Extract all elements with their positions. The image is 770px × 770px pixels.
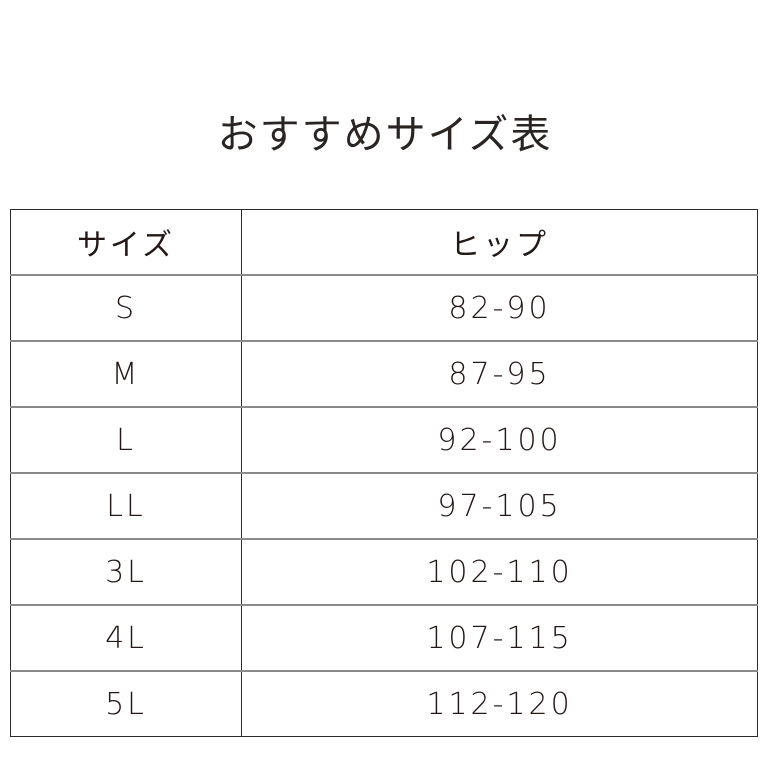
hip-cell: 92-100 [241,406,758,473]
hip-cell: 87-95 [241,340,758,407]
size-cell: M [10,340,242,407]
table-row: LL 97-105 [10,472,758,539]
size-table: サイズ ヒップ S 82-90 M 87-95 L 92-100 LL 97-105 3L 102… [10,209,758,737]
table-row: S 82-90 [10,274,758,341]
header-size: サイズ [10,209,242,275]
hip-cell: 97-105 [241,472,758,539]
size-cell: L [10,406,242,473]
hip-cell: 112-120 [241,670,758,737]
hip-cell: 82-90 [241,274,758,341]
table-row: 4L 107-115 [10,604,758,671]
size-cell: LL [10,472,242,539]
hip-cell: 107-115 [241,604,758,671]
table-row: M 87-95 [10,340,758,407]
table-row: L 92-100 [10,406,758,473]
page-title: おすすめサイズ表 [217,112,553,158]
table-header-row: サイズ ヒップ [10,209,758,275]
table-row: 3L 102-110 [10,538,758,605]
hip-cell: 102-110 [241,538,758,605]
size-cell: S [10,274,242,341]
size-cell: 5L [10,670,242,737]
size-cell: 3L [10,538,242,605]
table-row: 5L 112-120 [10,670,758,737]
size-cell: 4L [10,604,242,671]
header-hip: ヒップ [450,228,549,263]
